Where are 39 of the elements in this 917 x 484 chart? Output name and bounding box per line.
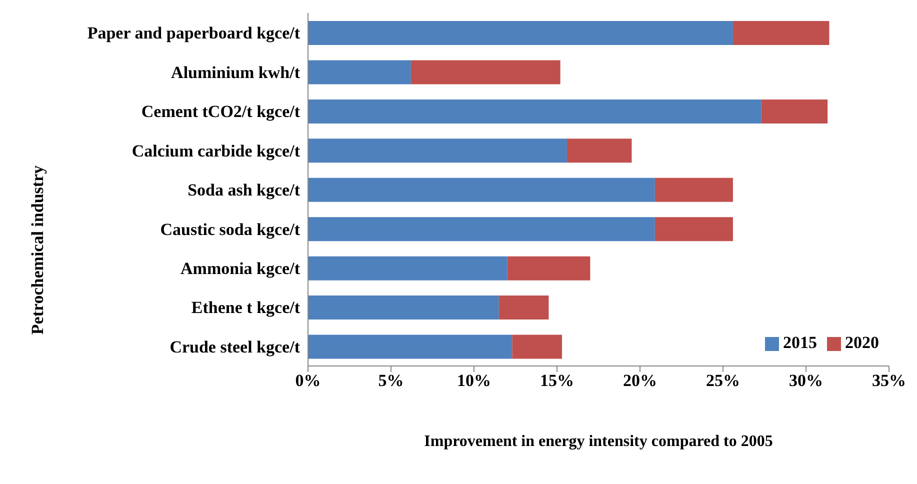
bar — [512, 334, 562, 359]
x-tick-label: 25% — [706, 371, 740, 390]
x-tick-label: 35% — [872, 371, 906, 390]
bar — [654, 178, 733, 202]
y-tick-label: Ethene t kgce/t — [191, 298, 300, 318]
y-tick-label: Paper and paperboard kgce/t — [87, 24, 300, 43]
bar — [308, 178, 655, 202]
y-tick-label: Ammonia kgce/t — [180, 258, 300, 278]
bar — [654, 217, 733, 242]
bar — [308, 217, 655, 242]
y-tick-label: Calcium carbide kgce/t — [132, 141, 300, 160]
bar — [566, 138, 632, 163]
bar — [308, 334, 512, 359]
x-tick-label: 15% — [540, 371, 574, 390]
bar — [761, 99, 828, 124]
bar — [308, 99, 762, 124]
legend-label: 2020 — [845, 333, 879, 352]
bar — [732, 21, 830, 45]
bar — [308, 138, 567, 163]
text: Petrochemical industry — [28, 165, 48, 335]
y-tick-label: Soda ash kgce/t — [188, 180, 300, 200]
y-tick-label: Crude steel kgce/t — [170, 337, 300, 356]
x-tick-label: 0% — [295, 371, 321, 390]
y-tick-label: Cement tCO2/t kgce/t — [141, 102, 300, 122]
bar — [308, 256, 508, 280]
x-tick-label: 20% — [623, 371, 657, 390]
bar — [308, 21, 733, 45]
x-tick-label: 30% — [789, 371, 823, 390]
bar — [410, 60, 560, 84]
x-tick-label: 10% — [457, 371, 491, 390]
legend-label: 2015 — [783, 333, 817, 352]
bar — [507, 256, 590, 280]
bar — [308, 60, 411, 84]
x-tick-label: 5% — [378, 371, 404, 390]
x-axis-title: Improvement in energy intensity compared to 2005 — [424, 433, 773, 450]
y-tick-label: Aluminium kwh/t — [171, 62, 300, 82]
y-tick-label: Caustic soda kgce/t — [160, 220, 300, 239]
bar — [308, 296, 499, 320]
bar — [498, 296, 549, 320]
